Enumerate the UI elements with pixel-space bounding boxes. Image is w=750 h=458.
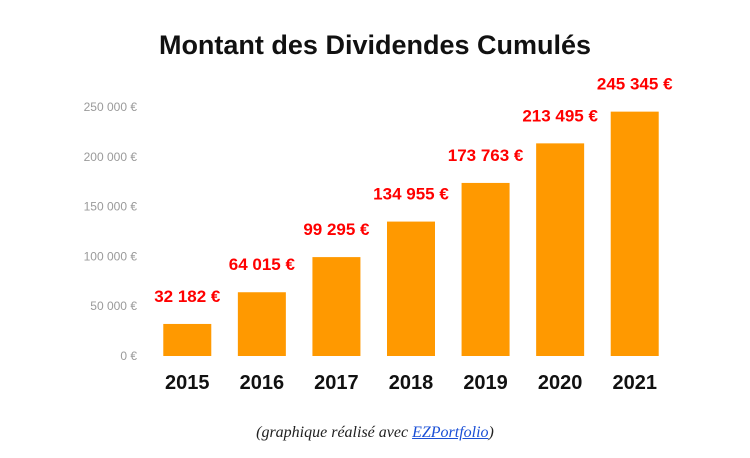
data-label: 99 295 € bbox=[303, 220, 370, 239]
chart-title: Montant des Dividendes Cumulés bbox=[158, 30, 592, 60]
bar bbox=[163, 323, 212, 356]
data-label: 245 345 € bbox=[597, 75, 673, 94]
bar-chart: 0 € 50 000 € 100 000 € 150 000 € 200 000 € 25… bbox=[84, 75, 673, 394]
y-axis-ticks: 0 € 50 000 € 100 000 € 150 000 € 200 000 € 25… bbox=[84, 100, 138, 363]
data-labels: 32 182 € 64 015 € 99 295 €134 955 € 173 763… bbox=[154, 75, 673, 306]
ezportfolio-link[interactable]: EZPortfolio bbox=[412, 424, 489, 441]
x-axis-labels: 2015 2016 2017 2018 2019 2020 2021 bbox=[165, 372, 657, 394]
x-tick-label: 2017 bbox=[314, 372, 359, 394]
bar bbox=[610, 111, 659, 356]
bar bbox=[312, 257, 361, 356]
y-tick-label: 250 000 € bbox=[84, 100, 138, 114]
bar bbox=[536, 143, 585, 356]
x-tick-label: 2015 bbox=[165, 372, 210, 394]
y-tick-label: 150 000 € bbox=[84, 200, 138, 214]
data-label: 134 955 € bbox=[373, 185, 449, 204]
y-tick-label: 200 000 € bbox=[84, 150, 138, 164]
x-tick-label: 2019 bbox=[463, 372, 508, 394]
bar bbox=[387, 221, 435, 356]
x-tick-label: 2021 bbox=[612, 372, 657, 394]
bars bbox=[163, 111, 659, 356]
bar bbox=[237, 292, 286, 356]
data-label: 32 182 € bbox=[154, 287, 221, 306]
bar bbox=[461, 182, 510, 356]
data-label: 64 015 € bbox=[229, 255, 296, 274]
caption-prefix: (graphique réalisé avec bbox=[256, 424, 413, 441]
data-label: 213 495 € bbox=[522, 106, 598, 125]
y-tick-label: 100 000 € bbox=[84, 249, 138, 263]
data-label: 173 763 € bbox=[448, 146, 524, 165]
y-tick-label: 0 € bbox=[120, 349, 137, 363]
x-tick-label: 2018 bbox=[389, 372, 434, 394]
x-tick-label: 2020 bbox=[538, 372, 583, 394]
y-tick-label: 50 000 € bbox=[90, 299, 137, 313]
caption: (graphique réalisé avec EZPortfolio) bbox=[0, 424, 750, 442]
caption-suffix: ) bbox=[488, 424, 494, 441]
x-tick-label: 2016 bbox=[240, 372, 285, 394]
